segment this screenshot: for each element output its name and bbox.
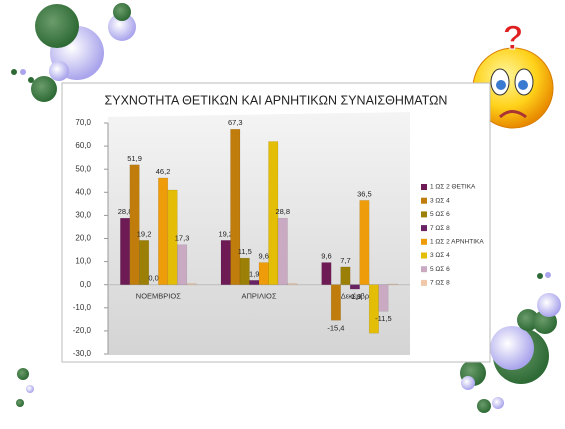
bar — [379, 285, 389, 312]
page: {"chart_data": {"type": "bar", "title": … — [0, 0, 565, 424]
data-label: 17,3 — [175, 234, 190, 243]
svg-text:?: ? — [503, 19, 524, 57]
legend-label: 7 ΩΣ 8 — [430, 280, 450, 287]
data-label: 36,5 — [357, 189, 372, 198]
data-label: 51,9 — [127, 154, 142, 163]
bar — [221, 240, 231, 284]
x-tick-label: ΝΟΕΜΒΡΙΟΣ — [136, 292, 181, 301]
data-label: 1,9 — [249, 269, 259, 278]
data-label: -15,4 — [327, 323, 344, 332]
bar — [331, 285, 341, 321]
bar — [158, 178, 168, 285]
y-tick-label: 40,0 — [75, 187, 91, 196]
legend-label: 5 ΩΣ 6 — [430, 266, 450, 273]
data-label: 19,2 — [137, 229, 152, 238]
legend-label: 5 ΩΣ 6 — [430, 211, 450, 218]
bar — [120, 218, 130, 285]
bar — [322, 263, 332, 285]
chart-title: ΣΥΧΝΟΤΗΤΑ ΘΕΤΙΚΩΝ ΚΑΙ ΑΡΝΗΤΙΚΩΝ ΣΥΝΑΙΣΘΗ… — [105, 93, 448, 107]
data-label: -1,9 — [348, 292, 361, 301]
legend-swatch — [421, 184, 427, 190]
bar — [341, 267, 351, 285]
data-label: 67,3 — [228, 118, 243, 127]
legend-label: 3 ΩΣ 4 — [430, 252, 450, 259]
bar — [350, 285, 360, 289]
legend-swatch — [421, 266, 427, 272]
bar — [177, 245, 187, 285]
data-label: 0,0 — [148, 274, 158, 283]
legend-swatch — [421, 239, 427, 245]
legend-swatch — [421, 198, 427, 204]
y-tick-label: 70,0 — [75, 118, 91, 127]
legend-swatch — [421, 253, 427, 259]
bar — [231, 129, 241, 284]
bar — [388, 284, 398, 285]
x-tick-label: ΑΠΡΙΛΙΟΣ — [241, 292, 276, 301]
y-tick-label: -10,0 — [73, 303, 92, 312]
y-tick-label: 10,0 — [75, 257, 91, 266]
slide: ? ΣΥΧΝΟΤΗΤΑ ΘΕΤΙΚΩΝ ΚΑΙ ΑΡΝΗΤΙΚΩΝ ΣΥΝΑΙΣ… — [0, 0, 565, 424]
bar — [187, 284, 197, 285]
y-tick-label: 20,0 — [75, 234, 91, 243]
data-label: -11,5 — [375, 314, 392, 323]
data-label: 46,2 — [156, 167, 171, 176]
y-tick-label: -30,0 — [73, 349, 92, 358]
bar — [369, 285, 379, 334]
bar — [278, 218, 288, 285]
data-label: 9,6 — [259, 252, 269, 261]
y-tick-label: 30,0 — [75, 211, 91, 220]
legend-label: 1 ΩΣ 2 ΘΕΤΙΚΑ — [430, 184, 476, 191]
y-tick-label: 60,0 — [75, 141, 91, 150]
legend-label: 3 ΩΣ 4 — [430, 197, 450, 204]
legend-swatch — [421, 211, 427, 217]
legend-label: 7 ΩΣ 8 — [430, 225, 450, 232]
data-label: 7,7 — [340, 256, 350, 265]
bar — [259, 263, 269, 285]
bar — [130, 165, 140, 285]
legend-label: 1 ΩΣ 2 ΑΡΝΗΤΙΚΑ — [430, 239, 484, 246]
y-tick-label: 50,0 — [75, 164, 91, 173]
data-label: 28,8 — [275, 207, 290, 216]
data-label: 9,6 — [321, 252, 331, 261]
y-tick-label: -20,0 — [73, 326, 92, 335]
y-tick-label: 0,0 — [80, 280, 92, 289]
legend-swatch — [421, 225, 427, 231]
bar — [250, 280, 260, 284]
bar — [360, 200, 370, 284]
bar — [288, 284, 298, 285]
legend-swatch — [421, 280, 427, 286]
data-label: 11,5 — [238, 247, 252, 256]
